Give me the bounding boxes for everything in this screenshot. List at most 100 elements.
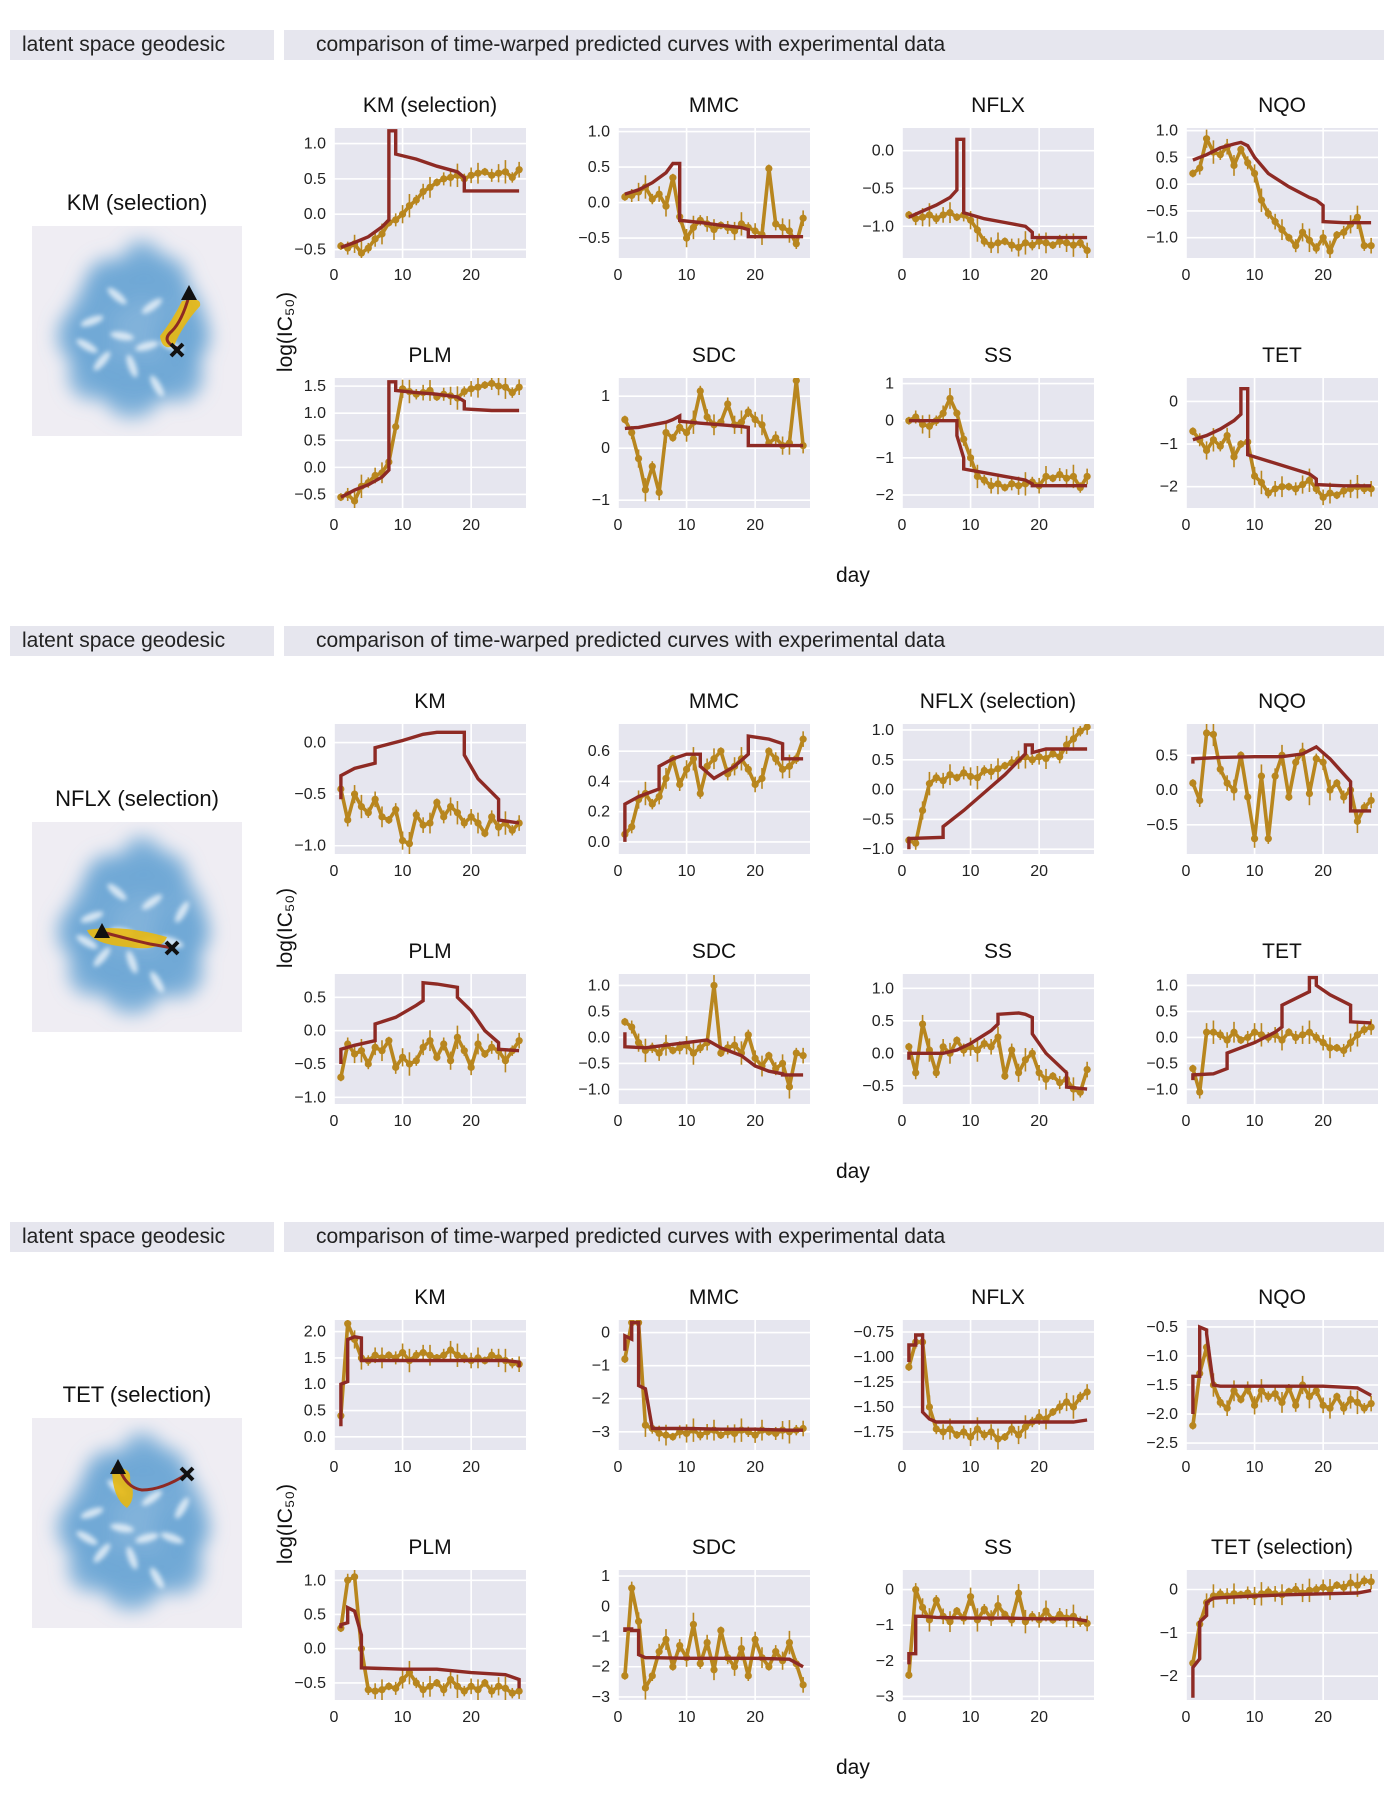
- experimental-data-point: [799, 442, 807, 450]
- experimental-data-point: [994, 1033, 1002, 1041]
- experimental-data-point: [792, 378, 800, 385]
- y-tick-label: 0: [885, 1582, 894, 1599]
- experimental-data-point: [1056, 237, 1064, 245]
- experimental-data-point: [1340, 1583, 1348, 1591]
- experimental-data-point: [1209, 436, 1218, 444]
- experimental-data-point: [1189, 427, 1197, 435]
- predicted-series-line: [339, 730, 520, 825]
- experimental-data-point: [1367, 796, 1375, 805]
- y-tick-label: −0.5: [578, 230, 610, 247]
- y-tick-label: 1.0: [304, 1376, 326, 1393]
- experimental-data-point: [1285, 234, 1293, 242]
- experimental-data-point: [717, 1049, 725, 1057]
- experimental-data-point: [1049, 474, 1057, 482]
- experimental-data-point: [1230, 161, 1238, 170]
- y-tick-label: 0.5: [1156, 1003, 1178, 1020]
- experimental-data-point: [987, 482, 995, 490]
- experimental-data-point: [1367, 1023, 1375, 1031]
- experimental-data-point: [1278, 483, 1286, 491]
- experimental-data-point: [405, 840, 414, 848]
- experimental-data-point: [1360, 1577, 1368, 1585]
- experimental-data-point: [501, 383, 510, 391]
- y-tick-label: −1.00: [854, 1349, 895, 1366]
- experimental-data-point: [1312, 485, 1320, 493]
- predicted-series-line: [907, 1333, 1088, 1424]
- experimental-data-point: [960, 435, 968, 443]
- experimental-data-point: [987, 241, 995, 249]
- predicted-series-line: [907, 743, 1088, 850]
- experimental-data-point: [508, 826, 516, 834]
- experimental-data-point: [1216, 442, 1224, 450]
- y-tick-label: 0.0: [304, 459, 326, 476]
- latent-space-thumbnail: [32, 822, 242, 1032]
- experimental-data-point: [474, 383, 482, 391]
- experimental-data-point: [1014, 1589, 1023, 1597]
- y-tick-label: −1: [592, 1629, 610, 1646]
- chart-panel: SS 0 10 20 0 −1 −2 −3: [876, 1536, 1094, 1726]
- y-tick-label: −0.5: [1146, 1319, 1178, 1336]
- y-tick-label: −1: [1160, 436, 1178, 453]
- experimental-data-point: [1257, 1387, 1266, 1395]
- experimental-data-point: [405, 202, 414, 210]
- x-tick-label: 20: [1030, 1113, 1048, 1130]
- y-tick-label: −2: [1160, 1668, 1178, 1685]
- experimental-data-point: [912, 1585, 920, 1594]
- experimental-data-point: [799, 1681, 807, 1689]
- experimental-data-point: [946, 394, 954, 403]
- experimental-data-point: [1049, 1072, 1057, 1080]
- panel-title: KM: [414, 690, 446, 713]
- experimental-data-point: [508, 173, 516, 182]
- y-tick-label: 0.5: [1156, 149, 1178, 166]
- selection-label: TET (selection): [62, 1382, 212, 1407]
- experimental-data-point: [350, 1050, 359, 1058]
- experimental-data-point: [1216, 1590, 1224, 1598]
- x-tick-label: 20: [1030, 267, 1048, 284]
- panel-title: MMC: [689, 94, 739, 117]
- experimental-data-point: [453, 1351, 462, 1359]
- experimental-data-point: [717, 747, 725, 755]
- chart-panel: SS 0 10 20 1.0 0.5 0.0 −0.5: [862, 940, 1094, 1130]
- chart-panel: TET 0 10 20 0 −1 −2: [1160, 344, 1378, 534]
- experimental-data-point: [792, 240, 800, 248]
- experimental-data-point: [1083, 1388, 1091, 1396]
- experimental-data-point: [980, 1605, 988, 1613]
- y-tick-label: 0.0: [872, 782, 894, 799]
- experimental-data-point: [628, 429, 636, 437]
- experimental-data-point: [1244, 793, 1252, 801]
- x-end-marker-icon: [164, 940, 180, 956]
- experimental-data-point: [371, 1687, 379, 1695]
- experimental-data-point: [994, 239, 1002, 247]
- predicted-series-line: [623, 1320, 804, 1432]
- experimental-data-point: [710, 225, 718, 234]
- experimental-data-point: [398, 210, 407, 218]
- x-tick-label: 10: [678, 1709, 696, 1726]
- experimental-data-point: [1035, 237, 1043, 245]
- x-tick-label: 10: [1246, 517, 1264, 534]
- x-tick-label: 20: [462, 863, 480, 880]
- x-tick-label: 0: [330, 1113, 339, 1130]
- triangle-start-marker-icon: [181, 285, 197, 300]
- experimental-data-point: [419, 1043, 427, 1051]
- chart-panel: NFLX 0 10 20 0.0 −0.5 −1.0: [862, 94, 1094, 284]
- experimental-data-point: [799, 1052, 807, 1060]
- experimental-data-point: [392, 806, 400, 814]
- chart-panel: TET (selection) 0 10 20 0 −1 −2: [1160, 1536, 1378, 1726]
- x-tick-label: 20: [746, 1459, 764, 1476]
- chart-panel: NFLX (selection) 0 10 20 1.0 0.5 0.0 −0.5 −1.0: [862, 690, 1094, 880]
- experimental-data-point: [1298, 228, 1307, 236]
- experimental-data-point: [1326, 247, 1334, 255]
- experimental-data-point: [1340, 1404, 1348, 1412]
- experimental-data-point: [1042, 754, 1050, 763]
- predicted-series-line: [907, 1614, 1088, 1665]
- experimental-data-point: [412, 196, 420, 204]
- experimental-data-point: [1076, 1393, 1084, 1401]
- experimental-data-point: [925, 422, 934, 430]
- y-tick-label: 0.0: [872, 143, 894, 160]
- experimental-data-point: [751, 227, 759, 235]
- x-tick-label: 20: [462, 517, 480, 534]
- experimental-data-point: [1001, 1072, 1009, 1080]
- experimental-data-point: [378, 1686, 386, 1694]
- experimental-data-point: [980, 1431, 988, 1439]
- x-tick-label: 10: [394, 517, 412, 534]
- y-tick-label: 0.5: [1156, 747, 1178, 764]
